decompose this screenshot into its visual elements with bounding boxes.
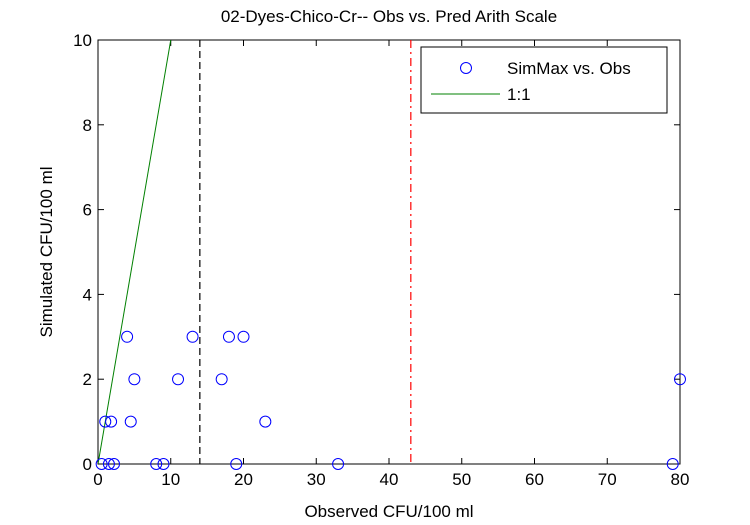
x-axis-label: Observed CFU/100 ml bbox=[304, 502, 473, 521]
data-point bbox=[108, 458, 121, 470]
legend-marker-simmax bbox=[460, 62, 472, 74]
x-tick-label: 60 bbox=[525, 470, 544, 489]
x-tick-label: 0 bbox=[93, 470, 102, 489]
y-tick-label: 2 bbox=[83, 370, 92, 389]
data-point bbox=[150, 458, 163, 470]
data-point bbox=[102, 458, 115, 470]
data-point bbox=[157, 458, 170, 470]
y-tick-label: 8 bbox=[83, 116, 92, 135]
y-axis-label: Simulated CFU/100 ml bbox=[37, 166, 56, 337]
data-point bbox=[128, 373, 141, 386]
plot-area: 0 10 20 30 40 50 60 70 80 0 2 4 6 8 10 bbox=[73, 31, 689, 489]
legend-box bbox=[420, 46, 668, 114]
data-point bbox=[674, 373, 686, 386]
data-point bbox=[332, 458, 345, 470]
one-to-one-line bbox=[98, 40, 172, 464]
data-point bbox=[259, 415, 272, 428]
data-point bbox=[105, 415, 118, 428]
chart-title: 02-Dyes-Chico-Cr-- Obs vs. Pred Arith Sc… bbox=[221, 7, 557, 26]
legend: SimMax vs. Obs 1:1 bbox=[420, 46, 668, 114]
data-point bbox=[121, 330, 134, 343]
x-tick-label: 70 bbox=[598, 470, 617, 489]
y-tick-label: 4 bbox=[83, 285, 92, 304]
x-tick-label: 40 bbox=[380, 470, 399, 489]
data-point bbox=[186, 330, 199, 343]
legend-label-one-to-one: 1:1 bbox=[507, 85, 531, 104]
x-tick-label: 80 bbox=[671, 470, 690, 489]
data-point bbox=[230, 458, 243, 470]
data-point bbox=[215, 373, 228, 386]
y-tick-label: 10 bbox=[73, 31, 92, 50]
y-tick-label: 0 bbox=[83, 455, 92, 474]
legend-label-simmax: SimMax vs. Obs bbox=[507, 59, 631, 78]
data-point bbox=[99, 415, 112, 428]
data-point bbox=[172, 373, 185, 386]
data-point bbox=[237, 330, 250, 343]
x-tick-label: 50 bbox=[452, 470, 471, 489]
data-point bbox=[222, 330, 235, 343]
data-point bbox=[95, 458, 108, 470]
data-point bbox=[124, 415, 137, 428]
x-tick-label: 10 bbox=[161, 470, 180, 489]
y-tick-label: 6 bbox=[83, 201, 92, 220]
x-tick-label: 20 bbox=[234, 470, 253, 489]
x-tick-label: 30 bbox=[307, 470, 326, 489]
data-point bbox=[666, 458, 679, 470]
